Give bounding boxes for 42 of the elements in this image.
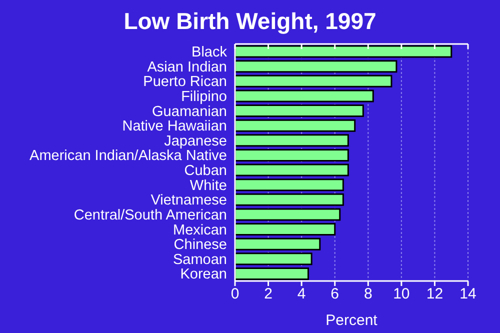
y-tick-label: White: [190, 178, 227, 194]
bar: [235, 164, 349, 176]
y-tick-label: Puerto Rican: [143, 74, 227, 90]
bar: [235, 74, 392, 88]
y-tick-label: Vietnamese: [150, 192, 227, 209]
y-tick-label: Japanese: [164, 133, 227, 150]
x-tick-label: 6: [330, 286, 340, 303]
x-tick-label: 0: [230, 286, 240, 303]
bar: [235, 238, 321, 250]
bar: [235, 178, 344, 192]
bar: [235, 208, 341, 221]
bar: [235, 104, 364, 117]
bar: [235, 119, 356, 132]
chart-title: Low Birth Weight, 1997: [122, 8, 378, 35]
x-tick-label: 14: [460, 286, 476, 303]
x-axis-title: Percent: [326, 312, 378, 329]
x-tick-label: 10: [393, 286, 410, 303]
bar: [235, 252, 312, 266]
y-tick-label: Asian Indian: [147, 59, 227, 76]
bar: [235, 193, 344, 206]
bar: [235, 267, 309, 280]
y-tick-label: Black: [192, 44, 228, 61]
y-tick-label: Samoan: [172, 252, 227, 268]
y-tick-label: Chinese: [174, 237, 227, 254]
y-tick-label: Cuban: [184, 163, 227, 180]
y-tick-label: Mexican: [173, 222, 227, 238]
bar: [235, 134, 349, 147]
x-tick-label: 12: [426, 286, 444, 303]
x-tick-label: 4: [297, 286, 306, 303]
bar: [235, 223, 336, 236]
y-tick-label: Native Hawaiian: [122, 118, 227, 135]
bar: [235, 90, 374, 102]
y-tick-label: Guamanian: [152, 104, 227, 120]
bar: [235, 60, 398, 73]
y-tick-label: Central/South American: [74, 207, 227, 224]
y-tick-label: Filipino: [181, 88, 227, 105]
y-tick-label: American Indian/Alaska Native: [30, 148, 227, 164]
bar: [235, 148, 349, 162]
y-tick-label: Korean: [180, 266, 227, 283]
x-tick-label: 2: [264, 286, 272, 303]
bar: [235, 45, 452, 58]
x-tick-label: 8: [364, 286, 372, 303]
